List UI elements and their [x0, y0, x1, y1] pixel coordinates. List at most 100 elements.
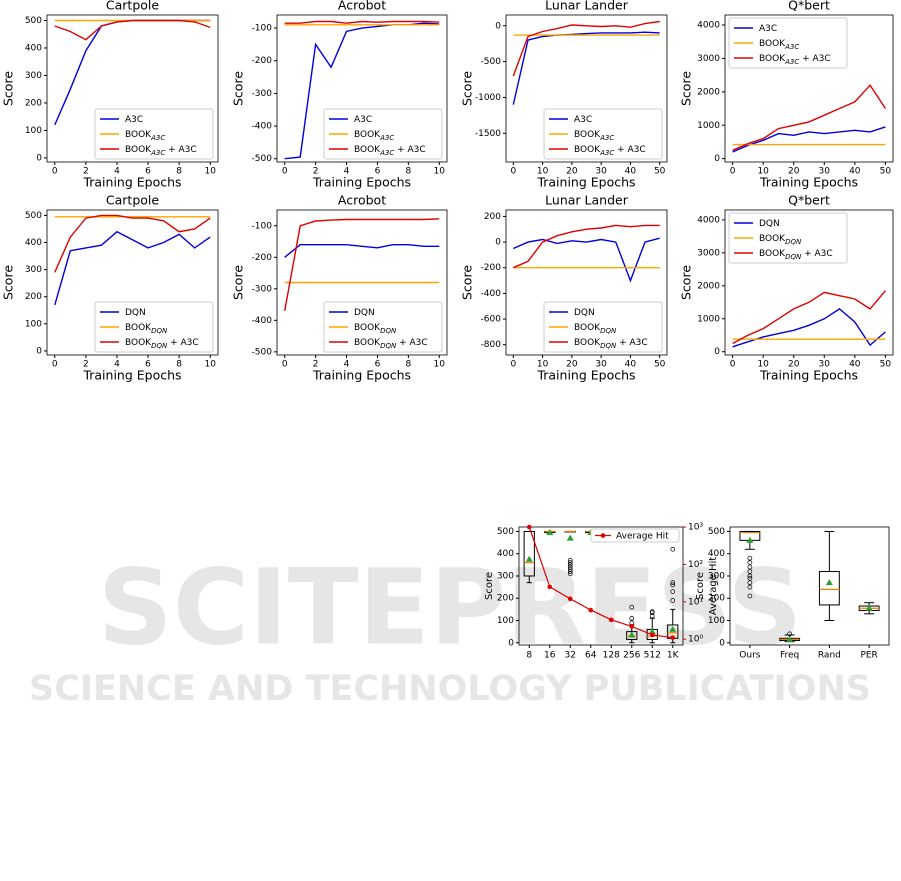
outlier: [567, 558, 573, 563]
legend-subscript: DQN: [380, 342, 397, 350]
legend-subscript: DQN: [600, 342, 617, 350]
y-tick-label: -200: [252, 56, 273, 66]
y2-axis-label: Average Hit: [708, 557, 719, 616]
chart-title: Q*bert: [788, 0, 830, 13]
legend-subscript: DQN: [785, 253, 802, 261]
x-tick-label: 10: [205, 360, 217, 370]
x-tick-label: 256: [623, 651, 640, 661]
legend-label: BOOKDQN: [354, 323, 397, 336]
y-tick-label: 200: [497, 594, 514, 604]
legend-suffix: + A3C: [799, 54, 830, 64]
y2-tick-label: 10⁰: [688, 635, 703, 645]
x-tick-label: 0: [510, 167, 516, 177]
mean-marker: [865, 604, 873, 611]
outlier: [567, 562, 573, 568]
legend-suffix: + A3C: [167, 338, 198, 348]
legend-label: A3C: [125, 115, 143, 125]
outlier: [670, 580, 676, 586]
x-tick-label: 0: [730, 167, 736, 177]
plot-frame: [276, 14, 448, 163]
outlier: [747, 564, 753, 570]
series-line: [512, 31, 660, 105]
series-point: [649, 632, 655, 638]
series-line: [284, 218, 440, 312]
outlier: [747, 575, 753, 581]
mean-marker: [825, 579, 833, 586]
series-line: [54, 230, 211, 306]
x-tick-label: 8: [176, 360, 182, 370]
x-tick-label: Freq: [780, 651, 799, 661]
legend-subscript: A3C: [150, 149, 165, 157]
x-tick-label: 0: [730, 360, 736, 370]
y-axis-label: Score: [484, 572, 495, 600]
y-tick-label: 3000: [697, 248, 720, 258]
x-axis-label: Training Epochs: [536, 175, 635, 190]
legend-name: DQN: [354, 308, 375, 318]
legend-label: BOOKA3C: [574, 130, 614, 143]
mean-marker: [628, 631, 636, 638]
y-tick-label: 0: [508, 638, 514, 648]
x-tick-label: 6: [375, 167, 381, 177]
y-tick-label: 400: [25, 43, 42, 53]
chart-title: Q*bert: [788, 193, 830, 208]
outlier: [747, 555, 753, 561]
x-tick-label: Ours: [739, 651, 760, 661]
y-tick-label: 400: [708, 549, 725, 559]
chart-title: Lunar Lander: [545, 0, 629, 13]
plot-frame: [518, 526, 684, 646]
y-axis-label: Score: [231, 71, 246, 106]
x-tick-label: 4: [114, 167, 120, 177]
x-tick-label: 512: [644, 651, 661, 661]
legend-label: BOOKA3C + A3C: [574, 145, 646, 158]
legend-name: DQN: [574, 308, 595, 318]
y-tick-label: 1000: [697, 121, 720, 131]
series-line: [732, 308, 886, 348]
x-tick-label: 0: [282, 360, 288, 370]
outlier: [670, 582, 676, 588]
outlier: [629, 615, 635, 621]
outlier: [567, 566, 573, 572]
y-axis-label: Score: [231, 265, 246, 300]
y-tick-label: -400: [252, 122, 273, 132]
legend-subscript: A3C: [599, 149, 614, 157]
x-tick-label: 30: [819, 167, 831, 177]
plot-frame: [505, 209, 668, 356]
outlier: [649, 609, 655, 614]
legend-subscript: A3C: [379, 149, 394, 157]
legend-label: BOOKDQN: [125, 323, 168, 336]
x-tick-label: 0: [510, 360, 516, 370]
legend-name: BOOK: [354, 323, 381, 333]
series-line: [513, 224, 660, 269]
y-tick-label: -200: [481, 263, 502, 273]
legend-name: BOOK: [759, 39, 786, 49]
x-axis-label: Training Epochs: [759, 175, 858, 190]
watermark: SCITEPRESS: [98, 546, 802, 668]
x-tick-label: 32: [565, 651, 576, 661]
y-tick-label: 300: [25, 265, 42, 275]
series-point: [588, 607, 594, 613]
legend-subscript: DQN: [600, 327, 617, 335]
legend-name: BOOK: [574, 130, 601, 140]
x-tick-label: 20: [566, 167, 578, 177]
y-axis-label: Score: [679, 265, 694, 300]
y-tick-label: -800: [481, 340, 502, 350]
plot-frame: [46, 14, 219, 163]
y-tick-label: 100: [25, 126, 42, 136]
mean-marker: [546, 529, 554, 536]
outlier: [567, 560, 573, 565]
x-tick-label: 50: [880, 167, 892, 177]
legend-box: [728, 212, 848, 264]
y-tick-label: 100: [25, 319, 42, 329]
x-tick-label: 50: [654, 360, 666, 370]
outlier: [787, 631, 792, 637]
x-tick-label: 50: [654, 167, 666, 177]
legend-suffix: + A3C: [616, 338, 647, 348]
outlier: [747, 560, 753, 565]
x-tick-label: 40: [625, 167, 637, 177]
outlier: [567, 571, 573, 577]
y-tick-label: 0: [36, 346, 42, 356]
x-tick-label: 20: [788, 167, 800, 177]
series-line: [284, 20, 440, 24]
outlier: [747, 584, 753, 590]
